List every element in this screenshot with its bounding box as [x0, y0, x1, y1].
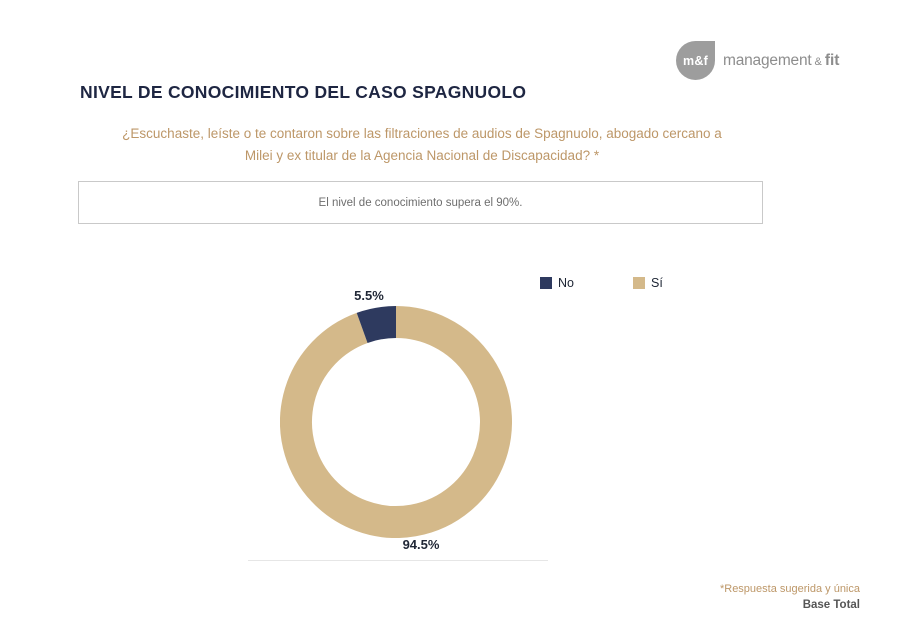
donut-slice-no — [356, 306, 397, 344]
insight-text: El nivel de conocimiento supera el 90%. — [318, 196, 523, 209]
legend-swatch-no — [540, 277, 552, 289]
page-title: NIVEL DE CONOCIMIENTO DEL CASO SPAGNUOLO — [80, 82, 527, 102]
legend-swatch-si — [633, 277, 645, 289]
legend-item-si[interactable]: Sí — [633, 276, 663, 290]
plot-baseline — [248, 560, 548, 561]
logo-mark-text: m&f — [683, 53, 708, 68]
donut-chart-svg — [280, 306, 512, 538]
brand-name-main: management — [723, 51, 812, 69]
survey-question: ¿Escuchaste, leíste o te contaron sobre … — [80, 123, 764, 166]
survey-question-line1: ¿Escuchaste, leíste o te contaron sobre … — [122, 126, 722, 141]
mf-logo-icon: m&f — [676, 41, 715, 80]
legend-label-si: Sí — [651, 276, 663, 290]
slice-label-no: 5.5% — [354, 288, 384, 303]
legend-label-no: No — [558, 276, 574, 290]
brand-name: management & fit — [723, 52, 839, 70]
slice-label-si: 94.5% — [402, 537, 440, 552]
brand-logo: m&f management & fit — [676, 41, 839, 80]
survey-question-line2: Milei y ex titular de la Agencia Naciona… — [244, 147, 600, 163]
footnote-base-total: Base Total — [802, 599, 860, 611]
insight-box: El nivel de conocimiento supera el 90%. — [78, 181, 763, 224]
footnote-note: *Respuesta sugerida y única — [719, 583, 860, 595]
donut-slice-sí — [280, 306, 512, 538]
donut-chart — [280, 306, 512, 538]
brand-name-amp: & — [814, 55, 822, 68]
legend-item-no[interactable]: No — [540, 276, 574, 290]
brand-name-suffix: fit — [824, 51, 840, 69]
